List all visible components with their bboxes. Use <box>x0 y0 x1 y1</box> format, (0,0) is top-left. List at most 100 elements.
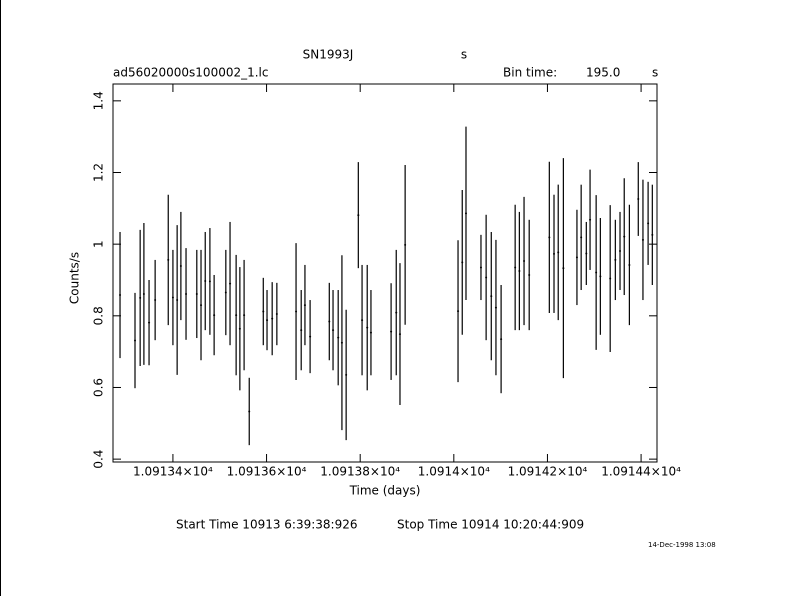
data-point <box>345 373 348 376</box>
data-point <box>200 304 203 307</box>
data-point <box>248 410 251 413</box>
data-point <box>614 258 617 261</box>
data-point <box>553 252 556 255</box>
plot-frame <box>112 83 658 463</box>
data-point <box>275 313 278 316</box>
data-point <box>235 314 238 317</box>
x-tick-label: 1.09136×10⁴ <box>227 465 307 479</box>
data-point <box>176 299 179 302</box>
data-point <box>154 299 157 302</box>
data-point <box>619 249 622 252</box>
data-point <box>404 243 407 246</box>
y-tick-label: 1.4 <box>92 91 106 110</box>
data-point <box>595 271 598 274</box>
title-unit: s <box>461 48 467 62</box>
data-point <box>262 310 265 313</box>
data-point <box>361 319 364 322</box>
data-point <box>369 331 372 334</box>
data-point <box>623 235 626 238</box>
bin-time-unit: s <box>652 66 658 80</box>
data-point <box>485 276 488 279</box>
data-point <box>337 336 340 339</box>
data-point <box>514 266 517 269</box>
data-point <box>651 233 654 236</box>
data-point <box>575 256 578 259</box>
data-point <box>303 304 306 307</box>
data-point <box>562 267 565 270</box>
y-tick-label: 0.4 <box>92 450 106 469</box>
data-point <box>637 198 640 201</box>
data-point <box>548 236 551 239</box>
date-stamp: 14-Dec-1998 13:08 <box>648 541 716 549</box>
y-tick-label: 0.8 <box>92 306 106 325</box>
x-tick-label: 1.09138×10⁴ <box>320 465 400 479</box>
data-point <box>243 314 246 317</box>
data-point <box>528 273 531 276</box>
data-point <box>599 275 602 278</box>
data-point <box>585 252 588 255</box>
data-point <box>366 326 369 329</box>
data-point <box>609 277 612 280</box>
data-point <box>213 314 216 317</box>
data-point <box>457 310 460 313</box>
chart-title: SN1993J <box>303 48 354 62</box>
data-point <box>328 320 331 323</box>
data-point <box>185 292 188 295</box>
x-tick-label: 1.09134×10⁴ <box>133 465 213 479</box>
data-point <box>557 251 560 254</box>
data-point <box>309 335 312 338</box>
data-point <box>195 292 198 295</box>
data-point <box>119 294 122 297</box>
data-point <box>332 329 335 332</box>
data-point <box>647 222 650 225</box>
y-tick-label: 1 <box>92 240 106 248</box>
data-point <box>357 214 360 217</box>
start-time: Start Time 10913 6:39:38:926 <box>176 518 358 532</box>
data-point <box>589 218 592 221</box>
data-point <box>398 333 401 336</box>
data-point <box>142 292 145 295</box>
bin-time: 195.0 <box>586 66 620 80</box>
data-point <box>523 259 526 262</box>
y-tick-label: 0.6 <box>92 378 106 397</box>
data-point <box>340 341 343 344</box>
data-point <box>464 212 467 215</box>
data-point <box>461 261 464 264</box>
data-point <box>179 265 182 268</box>
data-point <box>224 291 227 294</box>
stop-time: Stop Time 10914 10:20:44:909 <box>397 518 584 532</box>
bin-time-label: Bin time: <box>503 66 557 80</box>
data-point <box>479 266 482 269</box>
data-point <box>390 330 393 333</box>
data-point <box>134 339 137 342</box>
file-name: ad56020000s100002_1.lc <box>113 66 269 80</box>
x-tick-label: 1.0914×10⁴ <box>418 465 490 479</box>
x-axis-label: Time (days) <box>349 484 421 498</box>
data-point <box>238 327 241 330</box>
x-tick-label: 1.09144×10⁴ <box>601 465 681 479</box>
data-point <box>204 280 207 283</box>
data-point <box>148 321 151 324</box>
data-point <box>628 263 631 266</box>
data-point <box>271 317 274 320</box>
data-point <box>167 258 170 261</box>
data-point <box>208 280 211 283</box>
data-point <box>518 270 521 273</box>
data-point <box>266 319 269 322</box>
data-point <box>171 296 174 299</box>
data-point <box>641 238 644 241</box>
data-point <box>500 338 503 341</box>
data-point <box>395 311 398 314</box>
data-point <box>300 329 303 332</box>
y-axis-label: Counts/s <box>68 252 82 304</box>
data-point <box>490 295 493 298</box>
data-point <box>580 236 583 239</box>
data-point <box>494 306 497 309</box>
data-point <box>295 310 298 313</box>
data-point <box>229 282 232 285</box>
x-tick-label: 1.09142×10⁴ <box>508 465 588 479</box>
data-point <box>139 296 142 299</box>
y-tick-label: 1.2 <box>92 163 106 182</box>
